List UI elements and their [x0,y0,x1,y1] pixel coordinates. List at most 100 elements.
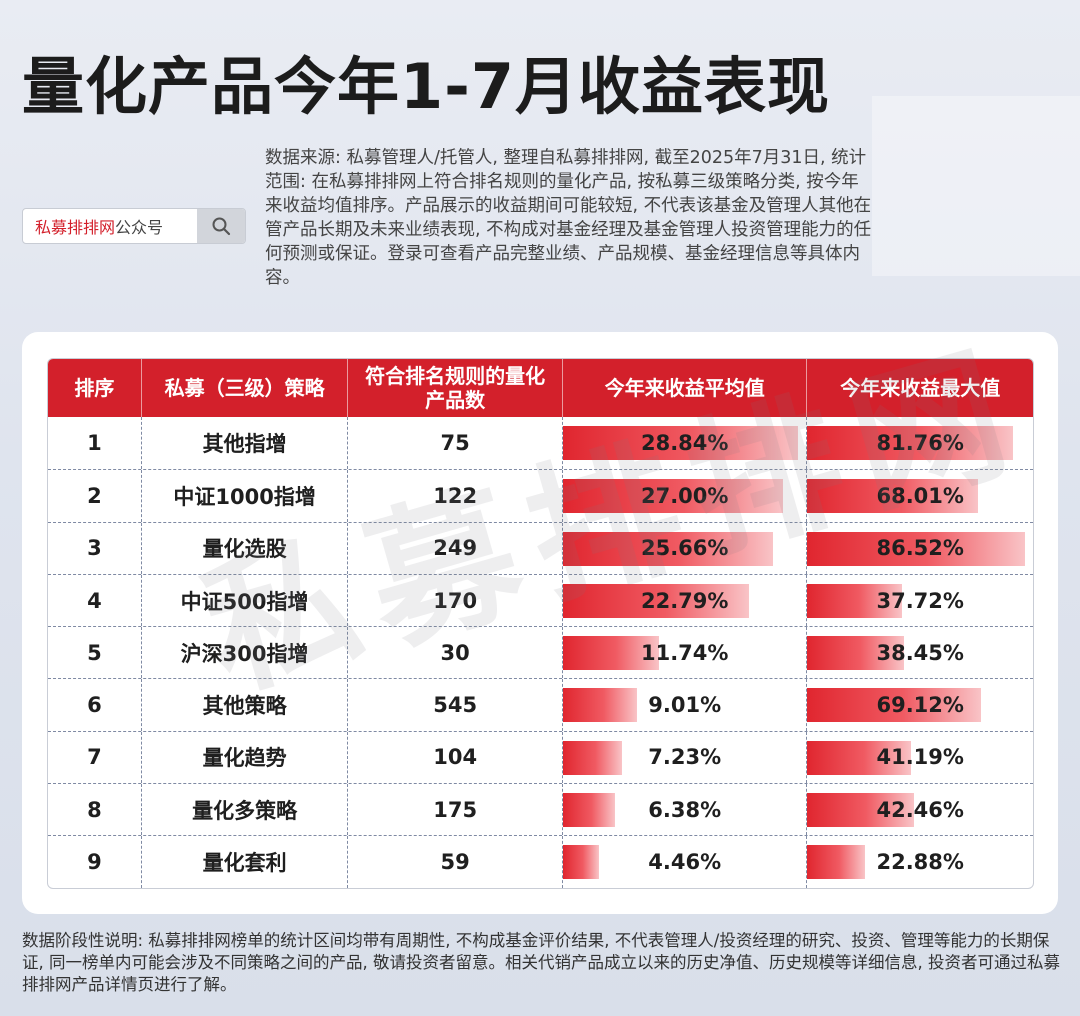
table-row: 9 量化套利 59 4.46% 22.88% [48,835,1033,888]
max-return-label: 37.72% [876,588,964,613]
data-source-note: 数据来源: 私募管理人/托管人, 整理自私募排排网, 截至2025年7月31日,… [265,148,872,288]
avg-return-bar [562,688,637,723]
max-return-label: 81.76% [876,431,964,456]
max-return-label: 42.46% [876,797,964,822]
max-return-cell: 37.72% [807,575,1033,626]
strategy-cell: 中证1000指增 [142,470,349,522]
max-return-bar [807,636,904,671]
table-row: 5 沪深300指增 30 11.74% 38.45% [48,626,1033,679]
avg-return-cell: 9.01% [562,679,808,731]
avg-return-bar [562,583,750,618]
count-cell: 122 [348,470,563,522]
count-cell: 170 [348,574,563,627]
search-icon [212,217,231,236]
rank-cell: 6 [48,679,142,731]
avg-return-bar [562,531,773,566]
footnote: 数据阶段性说明: 私募排排网榜单的统计区间均带有周期性, 不构成基金评价结果, … [22,931,1060,994]
avg-return-label: 28.84% [640,431,729,456]
header-max: 今年来收益最大值 [840,376,1001,400]
table-body: 1 其他指增 7 5 28.84% 81.76% 2 中证1000指增 122 27.00% 68.… [48,417,1033,888]
avg-return-label: 9.01% [648,693,722,718]
strategy-cell: 沪深300指增 [142,627,349,679]
max-return-cell: 68.01% [807,470,1033,521]
rank-cell: 5 [48,627,142,679]
max-return-bar [807,845,865,880]
avg-return-bar [562,740,622,775]
strategy-cell: 量化趋势 [142,731,349,784]
max-return-bar [807,740,911,775]
max-return-label: 69.12% [876,693,964,718]
search-text[interactable]: 私募排排网公众号 [23,214,197,238]
avg-return-bar [562,479,784,514]
search-brand: 私募排排网 [35,218,116,237]
count-cell: 545 [348,679,563,731]
max-return-cell: 69.12% [807,679,1033,730]
avg-return-bar [562,636,659,671]
avg-return-label: 6.38% [648,797,722,822]
avg-return-label: 25.66% [640,536,729,561]
count-cell: 175 [348,784,563,836]
rank-cell: 4 [48,574,142,627]
avg-return-cell: 11.74% [562,627,808,679]
max-return-cell: 38.45% [807,627,1033,678]
header-strategy: 私募（三级）策略 [142,359,349,417]
count-cell: 249 [348,522,563,574]
strategy-cell: 中证500指增 [142,574,349,627]
max-return-label: 86.52% [876,536,964,561]
page-title: 量化产品今年1-7月收益表现 [22,50,831,123]
strategy-cell: 其他策略 [142,679,349,731]
max-return-label: 68.01% [876,483,964,508]
avg-return-label: 11.74% [640,640,729,665]
max-return-bar [807,426,1013,460]
table-row: 1 其他指增 75 28.84% 81.76% [48,417,1033,470]
table-row: 3 量化选股 249 25.66% 86.52% [48,521,1033,574]
decorative-panel [872,96,1080,276]
strategy-cell: 其他指增 [142,417,349,470]
rank-cell: 1 [48,417,142,470]
search-suffix: 公众号 [115,218,164,237]
avg-return-cell: 28.84% [562,417,808,470]
max-return-bar [807,793,915,828]
max-return-bar [807,531,1025,566]
table-row: 8 量化多策略 175 6.38% 42.46% [48,783,1033,836]
avg-return-label: 7.23% [648,745,722,770]
header-count-label: 符合排名规则的量化产品数 [365,364,546,412]
max-return-label: 38.45% [876,640,964,665]
search-box[interactable]: 私募排排网公众号 [22,208,246,244]
count-cell: 59 [348,836,563,888]
rank-cell: 9 [48,836,142,888]
avg-return-cell: 22.79% [562,574,808,627]
search-button[interactable] [197,209,245,243]
max-return-cell: 42.46% [807,784,1033,835]
table-row: 6 其他策略 545 9.01% 69.12% [48,678,1033,731]
strategy-cell: 量化套利 [142,836,349,888]
avg-return-bar [562,845,600,880]
table-row: 2 中证1000指增 122 27.00% 68.01% [48,469,1033,522]
avg-return-cell: 25.66% [562,522,808,574]
header-count: 符合排名规则的量化产品数 [348,359,563,417]
header-rank: 排序 [48,359,142,417]
count-cell: 30 [348,627,563,679]
max-return-cell: 22.88% [807,836,1033,887]
avg-return-cell: 6.38% [562,784,808,836]
max-return-cell: 81.76% [807,417,1033,469]
table-row: 7 量化趋势 104 7.23% 41.19% [48,730,1033,784]
avg-return-label: 22.79% [640,588,729,613]
avg-return-cell: 7.23% [562,731,808,784]
ranking-table: 排序 私募（三级）策略 符合排名规则的量化产品数 今年来收益平均值 今年来收益最… [47,358,1034,889]
max-return-label: 41.19% [876,745,964,770]
table-row: 4 中证500指增 170 22.79% 37.72% [48,573,1033,627]
max-return-cell: 86.52% [807,523,1033,574]
avg-return-cell: 4.46% [562,836,808,888]
avg-return-label: 4.46% [648,850,722,875]
avg-return-bar [562,793,616,828]
max-return-bar [807,479,979,514]
rank-cell: 7 [48,731,142,784]
count-cell: 104 [348,731,563,784]
avg-return-cell: 27.00% [562,470,808,522]
strategy-cell: 量化选股 [142,522,349,574]
avg-return-bar [562,426,799,460]
rank-cell: 2 [48,470,142,522]
rank-cell: 8 [48,784,142,836]
header-avg: 今年来收益平均值 [563,359,808,417]
